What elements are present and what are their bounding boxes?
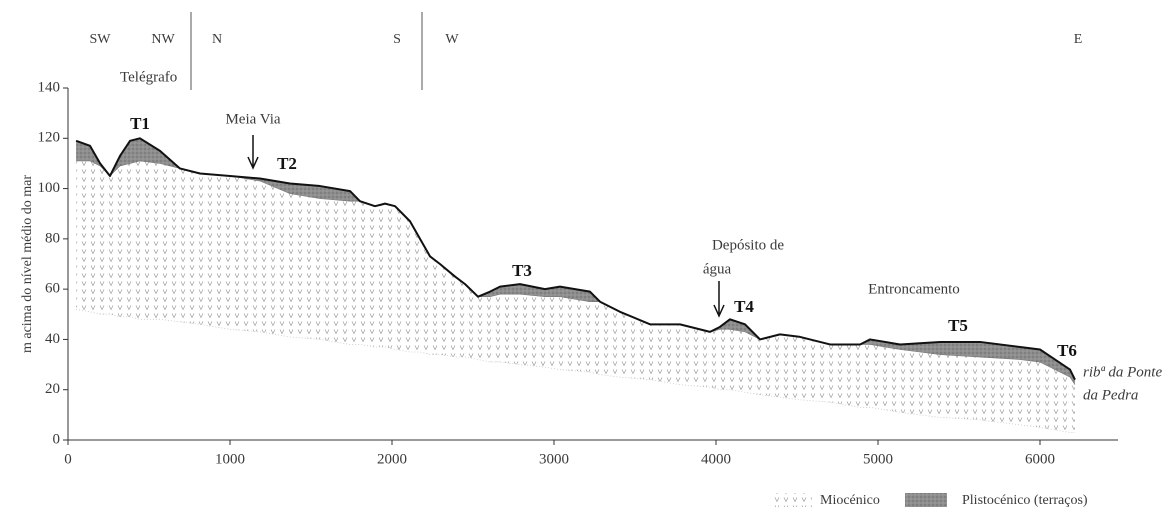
x-tick-label: 1000 xyxy=(215,451,245,467)
x-tick-label: 4000 xyxy=(701,451,731,467)
x-tick-label: 6000 xyxy=(1025,451,1055,467)
direction-label: SW xyxy=(90,32,112,47)
miocene-area xyxy=(76,160,1075,433)
annotation: da Pedra xyxy=(1083,387,1138,403)
annotation: água xyxy=(703,261,732,277)
arrow xyxy=(247,135,259,170)
x-tick-label: 0 xyxy=(64,451,72,467)
direction-label: E xyxy=(1074,32,1083,47)
miocene-base xyxy=(76,308,1075,433)
x-tick-label: 2000 xyxy=(377,451,407,467)
annotation: Meia Via xyxy=(225,111,280,127)
direction-label: N xyxy=(212,32,222,47)
annotation: T5 xyxy=(948,316,968,335)
surface-line xyxy=(75,137,1076,381)
annotation: T2 xyxy=(277,154,297,173)
annotation: Telégrafo xyxy=(120,69,177,85)
y-tick-label: 80 xyxy=(45,230,60,246)
y-tick-label: 20 xyxy=(45,381,60,397)
arrow xyxy=(713,281,725,318)
annotation: T1 xyxy=(130,114,150,133)
y-tick-label: 40 xyxy=(45,331,60,347)
legend-label: Plistocénico (terraços) xyxy=(962,493,1088,508)
direction-label: NW xyxy=(151,32,175,47)
direction-label: W xyxy=(445,32,459,47)
annotation: T3 xyxy=(512,261,532,280)
y-tick-label: 100 xyxy=(38,180,61,196)
y-tick-label: 140 xyxy=(38,79,61,95)
x-tick-label: 5000 xyxy=(863,451,893,467)
legend-swatch xyxy=(770,493,812,507)
x-tick-label: 3000 xyxy=(539,451,569,467)
legend-label: Miocénico xyxy=(820,493,880,508)
annotation: T6 xyxy=(1057,341,1077,360)
annotation: Entroncamento xyxy=(868,281,960,297)
annotation: ribª da Ponte xyxy=(1083,364,1162,380)
direction-label: S xyxy=(393,32,401,47)
annotation: T4 xyxy=(734,297,754,316)
y-axis-label: m acima do nível médio do mar xyxy=(20,175,35,353)
legend-swatch xyxy=(905,493,947,507)
y-tick-label: 120 xyxy=(38,130,61,146)
y-tick-label: 0 xyxy=(53,431,61,447)
y-tick-label: 60 xyxy=(45,281,60,297)
annotation: Depósito de xyxy=(712,237,784,253)
